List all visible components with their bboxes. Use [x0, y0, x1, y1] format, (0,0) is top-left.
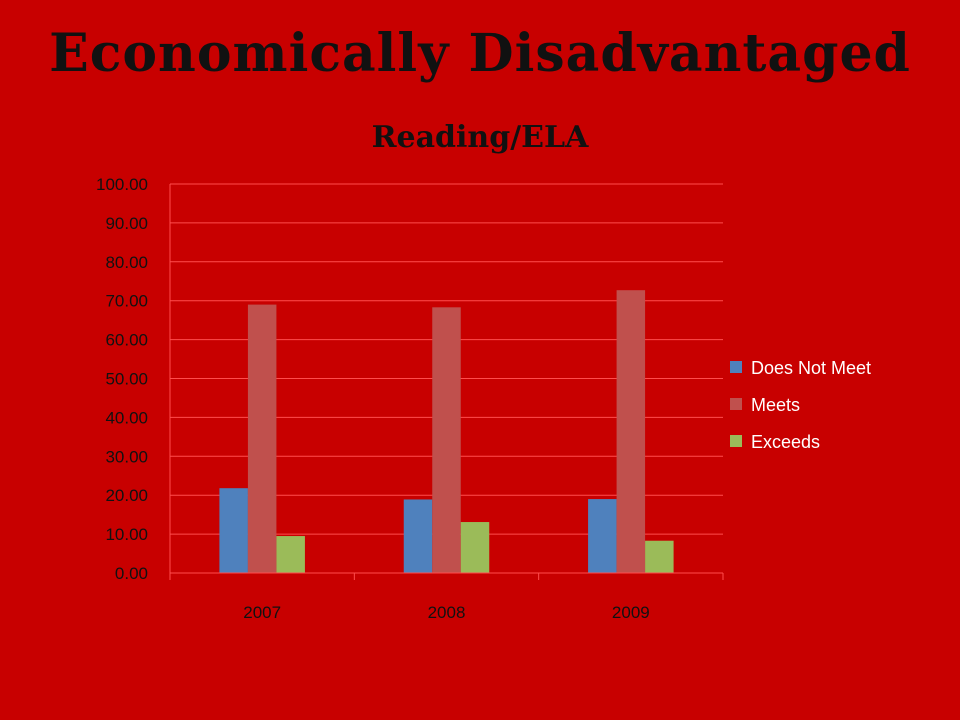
y-tick-label: 10.00 [105, 525, 148, 544]
x-tick-label: 2008 [428, 603, 466, 622]
x-tick-label: 2009 [612, 603, 650, 622]
bar-meets-2007 [247, 304, 277, 573]
bar-meets-2008 [432, 307, 461, 573]
y-axis-ticks: 0.00 10.00 20.00 30.00 40.00 50.00 60.00 70.00 8… [96, 175, 148, 583]
bar-does-not-meet-2007 [219, 488, 248, 573]
slide-title: Economically Disadvantaged [49, 23, 911, 84]
y-tick-label: 90.00 [105, 214, 148, 233]
y-tick-label: 0.00 [115, 564, 148, 583]
bar-meets-2009 [616, 290, 646, 573]
bar-exceeds-2007 [276, 536, 305, 573]
y-tick-label: 30.00 [105, 447, 148, 466]
y-tick-label: 50.00 [105, 370, 148, 389]
bar-exceeds-2008 [460, 522, 490, 573]
y-tick-label: 40.00 [105, 408, 148, 427]
y-tick-label: 20.00 [105, 486, 148, 505]
legend: Does Not Meet Meets Exceeds [730, 358, 871, 452]
legend-label: Exceeds [751, 432, 820, 452]
legend-swatch [730, 435, 742, 447]
legend-label: Meets [751, 395, 800, 415]
legend-swatch [730, 361, 742, 373]
x-axis-ticks: 2007 2008 2009 [243, 603, 649, 622]
legend-swatch [730, 398, 742, 410]
axes [169, 184, 724, 580]
bar-does-not-meet-2008 [403, 499, 433, 573]
y-tick-label: 70.00 [105, 292, 148, 311]
bar-does-not-meet-2009 [588, 499, 617, 573]
y-tick-label: 80.00 [105, 253, 148, 272]
y-tick-label: 100.00 [96, 175, 148, 194]
legend-label: Does Not Meet [751, 358, 871, 378]
y-tick-label: 60.00 [105, 331, 148, 350]
x-tick-label: 2007 [243, 603, 281, 622]
slide-subtitle: Reading/ELA [371, 120, 589, 155]
bar-exceeds-2009 [645, 540, 674, 573]
bars [219, 290, 674, 573]
